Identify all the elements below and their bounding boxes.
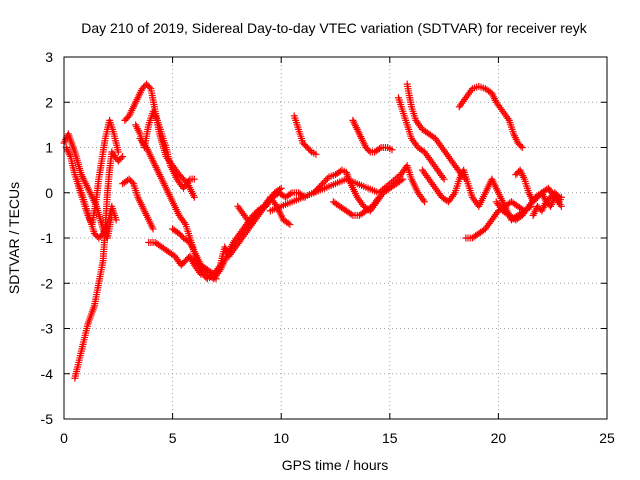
series-track-21 [455, 82, 526, 151]
data-point [190, 175, 198, 183]
axis-ticks: 0 5 10 15 20 25 -5 -4 -3 -2 -1 0 1 2 3 [41, 49, 615, 446]
x-tick-label: 5 [169, 430, 177, 446]
data-point [375, 145, 383, 153]
data-point [114, 148, 122, 156]
y-tick-label: -2 [41, 275, 54, 291]
data-point [119, 153, 127, 161]
data-point [276, 185, 284, 193]
series-track-13 [290, 112, 320, 158]
data-point [517, 142, 525, 150]
grid-lines [64, 57, 607, 419]
data-point [190, 193, 198, 201]
x-tick-label: 15 [382, 430, 398, 446]
y-tick-label: -5 [41, 411, 54, 427]
y-tick-label: -1 [41, 230, 54, 246]
series-track-16 [329, 193, 383, 219]
series-track-17 [349, 116, 396, 156]
data-point [318, 180, 326, 188]
series-track-9 [145, 239, 205, 278]
data-point [320, 178, 328, 186]
x-axis-label: GPS time / hours [282, 457, 389, 473]
data-point [365, 147, 373, 155]
series-track-12 [234, 193, 294, 228]
data-point [197, 270, 205, 278]
series-track-19 [403, 80, 470, 183]
data-point [284, 219, 292, 227]
series-track-25 [529, 193, 565, 219]
data-point [286, 190, 294, 198]
data-point [375, 193, 383, 201]
y-tick-label: -4 [41, 366, 54, 382]
x-tick-label: 10 [273, 430, 289, 446]
x-tick-label: 20 [491, 430, 507, 446]
series-track-18 [394, 94, 448, 183]
data-point [399, 175, 407, 183]
data-point [312, 150, 320, 158]
data-point [518, 144, 526, 151]
series-track-7 [132, 107, 198, 192]
data-point [317, 181, 325, 189]
data-point [347, 210, 355, 218]
data-point [440, 175, 448, 183]
data-point [112, 216, 120, 224]
data-point [277, 184, 285, 192]
data-point [397, 176, 405, 184]
data-point [322, 176, 330, 184]
data-point [388, 146, 396, 154]
data-point [557, 193, 565, 201]
data-point [421, 198, 429, 206]
x-tick-label: 0 [60, 430, 68, 446]
y-tick-label: 3 [45, 49, 53, 65]
data-points [60, 80, 565, 382]
y-tick-label: -3 [41, 321, 54, 337]
y-axis-label: SDTVAR / TECUs [6, 182, 22, 294]
series-track-4 [73, 175, 120, 242]
data-point [145, 83, 153, 91]
plot-frame [63, 56, 608, 420]
y-tick-label: 0 [45, 185, 53, 201]
y-tick-label: 2 [45, 94, 53, 110]
y-tick-label: 1 [45, 140, 53, 156]
data-point [117, 154, 125, 162]
data-point [128, 178, 136, 186]
data-point [306, 147, 314, 155]
series-track-5 [119, 175, 157, 233]
data-point [149, 225, 157, 233]
chart-title: Day 210 of 2019, Sidereal Day-to-day VTE… [81, 20, 587, 36]
x-tick-label: 25 [599, 430, 615, 446]
data-point [323, 175, 331, 183]
series-track-14 [266, 162, 429, 215]
data-point [286, 220, 294, 228]
data-point [557, 202, 565, 210]
